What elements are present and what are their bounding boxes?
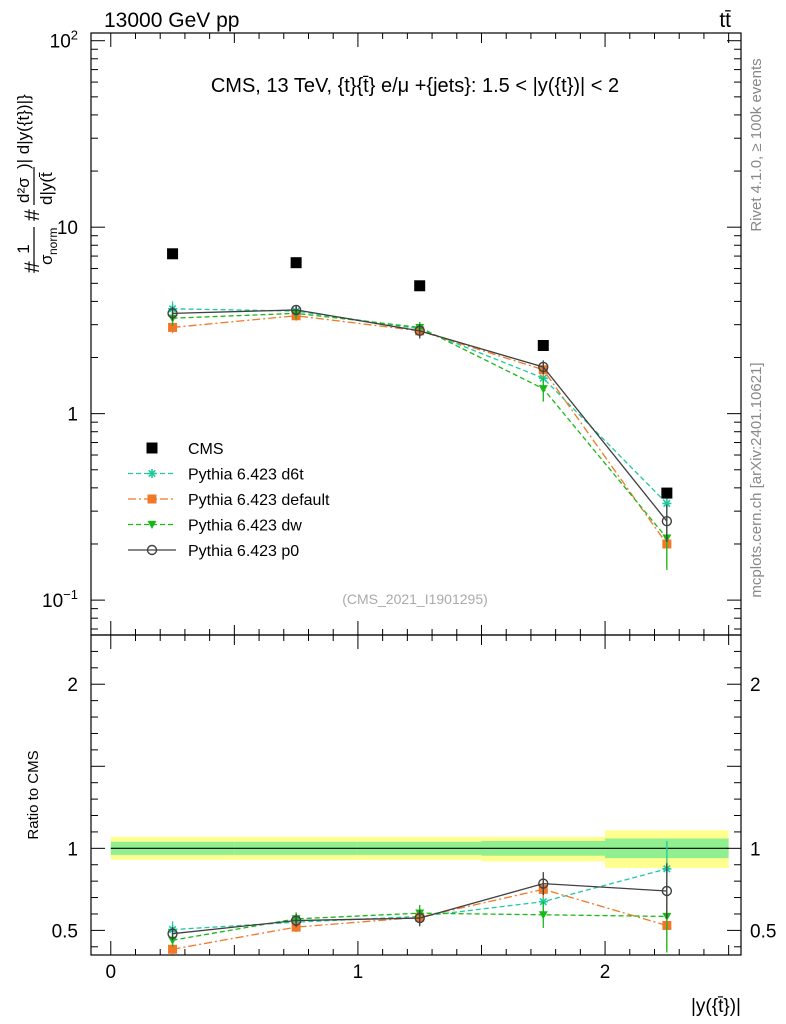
top-point <box>538 361 549 373</box>
cms-data-point <box>167 248 179 260</box>
legend-marker <box>147 469 157 478</box>
y-label-one: 1 <box>14 244 33 253</box>
ratio-y-tick-label-right: 0.5 <box>750 921 776 942</box>
top-point <box>168 322 178 332</box>
y-axis-label: # 1 σ norm # d²σ d|y(t̄ )| d|y({t})|} <box>14 94 60 273</box>
legend-label: Pythia 6.423 default <box>188 492 330 509</box>
ratio-plot-panel: 0 1 2 0.5 0.5 1 1 2 2 Ratio to CMS |y({t̄})| <box>25 634 776 1017</box>
cms-data-point <box>661 487 673 499</box>
legend-label: Pythia 6.423 p0 <box>188 543 299 560</box>
legend-label: CMS <box>188 441 224 458</box>
top-series-p0 <box>167 304 673 542</box>
process-label: tt̄ <box>719 9 731 32</box>
y-label-hash-1: # <box>21 261 44 273</box>
mcplots-label: mcplots.cern.ch [arXiv:2401.10621] <box>748 362 765 597</box>
cms-data-point <box>290 257 302 269</box>
top-y-tick-label: 10−1 <box>42 587 78 612</box>
top-point <box>662 498 672 508</box>
top-point <box>538 385 548 394</box>
legend-marker <box>146 442 158 454</box>
top-line-p0 <box>172 309 668 522</box>
analysis-watermark: (CMS_2021_I1901295) <box>342 591 488 607</box>
legend-entry: Pythia 6.423 default <box>128 492 330 509</box>
y-label-hash-2: # <box>21 209 44 221</box>
ratio-line-default <box>172 888 668 950</box>
ratio-point <box>661 885 673 897</box>
top-y-tick-label: 10 <box>57 218 78 239</box>
ratio-point <box>168 944 178 954</box>
ratio-point <box>538 911 548 920</box>
ratio-point <box>414 912 425 924</box>
plot-title: CMS, 13 TeV, {t}{t̄} e/μ +{jets}: 1.5 < … <box>211 75 619 97</box>
legend-entry: Pythia 6.423 dw <box>128 518 302 535</box>
top-point <box>661 515 673 527</box>
y-label-d2sigma: d²σ <box>14 177 33 203</box>
y-label-norm: norm <box>46 228 60 255</box>
ratio-y-tick-label: 2 <box>67 675 78 696</box>
legend-entry: CMS <box>146 441 224 458</box>
ratio-x-tick-label: 2 <box>600 962 611 983</box>
ratio-series-p0 <box>167 863 673 941</box>
energy-label: 13000 GeV pp <box>104 9 239 32</box>
ratio-point <box>168 936 178 945</box>
y-label-sigma: σ <box>37 254 56 265</box>
top-y-tick-label: 1 <box>67 405 78 426</box>
legend-entry: Pythia 6.423 p0 <box>128 543 299 560</box>
ratio-y-axis-label: Ratio to CMS <box>25 750 42 839</box>
x-axis-label: |y({t̄})| <box>691 996 741 1017</box>
legend-entry: Pythia 6.423 d6t <box>128 467 304 484</box>
legend-marker <box>146 544 158 556</box>
ratio-x-tick-label: 1 <box>353 962 364 983</box>
ratio-y-tick-label-right: 2 <box>750 675 761 696</box>
y-label-lower-den: d|y(t̄ <box>37 172 56 205</box>
ratio-point <box>290 915 302 926</box>
legend-marker <box>147 494 157 504</box>
ratio-y-tick-label: 0.5 <box>52 921 78 942</box>
legend-label: Pythia 6.423 d6t <box>188 467 304 484</box>
legend: CMS Pythia 6.423 d6t Pythia 6.423 default P… <box>128 441 330 560</box>
ratio-point <box>538 878 549 889</box>
top-line-default <box>172 315 668 545</box>
legend-label: Pythia 6.423 dw <box>188 518 302 535</box>
ratio-y-tick-label-right: 1 <box>750 839 761 860</box>
y-label-upper-den: )| d|y({t})|} <box>14 94 33 169</box>
top-point <box>167 308 178 319</box>
ratio-plot-frame <box>90 634 742 956</box>
top-y-tick-label: 102 <box>50 28 78 53</box>
top-point <box>414 325 425 337</box>
legend-marker <box>147 520 157 529</box>
ratio-y-tick-label: 1 <box>67 839 78 860</box>
rivet-version-label: Rivet 4.1.0, ≥ 100k events <box>748 58 765 231</box>
ratio-x-tick-label: 0 <box>105 962 116 983</box>
top-point <box>290 304 302 316</box>
cms-data-point <box>537 339 549 351</box>
ratio-point <box>167 928 178 939</box>
cms-data-point <box>414 280 426 292</box>
main-plot-panel: 10−1 1 10 102 CMS, 13 TeV, {t}{t̄} e/μ +{je… <box>14 28 742 636</box>
